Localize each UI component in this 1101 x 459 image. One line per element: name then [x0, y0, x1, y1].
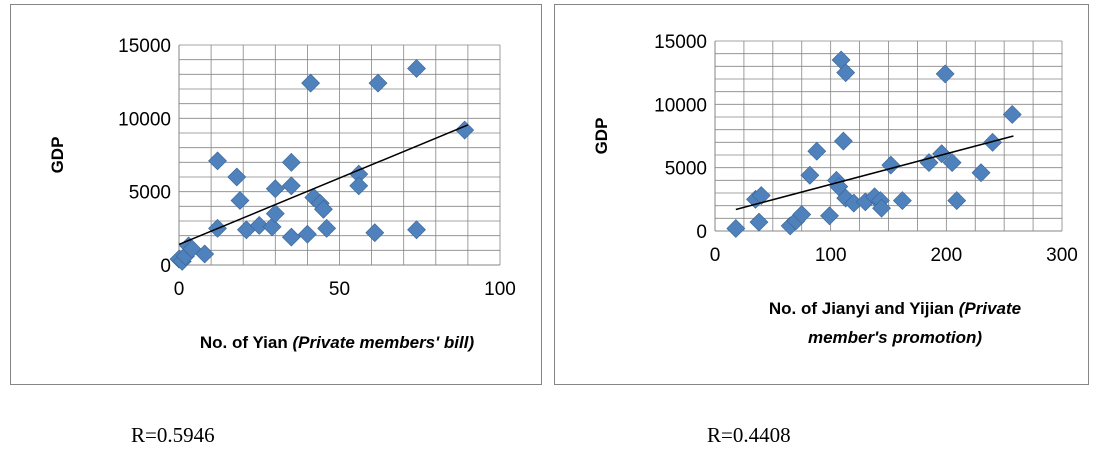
- data-point-marker: [749, 212, 769, 232]
- data-point-marker: [365, 223, 385, 243]
- trendline: [735, 135, 1014, 211]
- data-point-marker: [407, 59, 426, 78]
- data-point-marker: [407, 220, 426, 240]
- data-point-marker: [726, 219, 746, 238]
- x-tick-label: 300: [1046, 245, 1078, 266]
- data-point-marker: [195, 244, 215, 264]
- data-point-marker: [1002, 105, 1022, 124]
- data-point-marker: [281, 227, 301, 247]
- x-tick-label: 100: [484, 279, 516, 300]
- data-point-marker: [297, 224, 317, 244]
- data-point-marker: [807, 141, 827, 161]
- data-point-marker: [947, 191, 967, 211]
- data-point-marker: [455, 120, 475, 140]
- y-tick-label: 10000: [118, 109, 171, 130]
- x-tick-label: 100: [815, 245, 847, 266]
- x-axis-label-line1: No. of Jianyi and Yijian (Private: [769, 299, 1021, 318]
- data-point-marker: [892, 191, 912, 211]
- data-point-marker: [368, 73, 388, 93]
- data-point-marker: [262, 217, 282, 237]
- data-point-marker: [281, 176, 301, 196]
- data-point-marker: [208, 151, 227, 171]
- data-point-marker: [227, 167, 247, 187]
- y-tick-label: 5000: [129, 183, 171, 204]
- y-tick-label: 10000: [654, 95, 707, 116]
- x-axis-label-line2: member's promotion): [808, 328, 982, 347]
- data-point-marker: [265, 204, 285, 224]
- data-point-marker: [317, 218, 337, 238]
- y-tick-label: 15000: [118, 36, 171, 57]
- data-point-marker: [800, 165, 820, 185]
- data-point-marker: [230, 191, 250, 210]
- left-scatter-chart: 0 5000 10000 15000 0 50 100 GDP No. of Yian (Pri…: [48, 36, 516, 352]
- data-point-marker: [349, 176, 369, 196]
- trendline: [178, 124, 469, 246]
- y-tick-label: 0: [160, 256, 171, 277]
- y-axis-label: GDP: [48, 137, 67, 174]
- data-point-marker: [881, 155, 901, 175]
- data-point-marker: [301, 73, 321, 93]
- x-tick-label: 0: [174, 279, 185, 300]
- data-point-marker: [820, 206, 839, 226]
- left-correlation-caption: R=0.5946: [131, 423, 215, 447]
- data-point-marker: [872, 198, 891, 218]
- right-scatter-chart: 0 5000 10000 15000 0 100 200 300 GDP No. of Jiany…: [592, 32, 1078, 347]
- x-axis-label: No. of Yian (Private members' bill): [200, 333, 475, 352]
- data-point-marker: [265, 179, 285, 199]
- y-axis-label: GDP: [592, 118, 611, 155]
- data-point-marker: [983, 132, 1003, 152]
- left-chart-panel: 0 5000 10000 15000 0 50 100 GDP No. of Yian (Pri…: [10, 4, 542, 385]
- x-tick-label: 200: [930, 245, 962, 266]
- data-point-marker: [833, 131, 853, 151]
- x-tick-label: 0: [710, 245, 721, 266]
- y-tick-label: 15000: [654, 32, 707, 53]
- data-point-marker: [932, 144, 952, 164]
- right-chart-panel: 0 5000 10000 15000 0 100 200 300 GDP No. of Jiany…: [554, 4, 1089, 385]
- data-point-marker: [971, 163, 991, 183]
- data-point-marker: [751, 186, 771, 205]
- x-tick-label: 50: [329, 279, 350, 300]
- data-point-marker: [281, 152, 301, 172]
- data-point-marker: [836, 63, 856, 83]
- data-point-marker: [942, 153, 962, 173]
- data-point-marker: [314, 199, 333, 219]
- y-tick-label: 5000: [665, 159, 707, 180]
- data-point-marker: [935, 64, 955, 84]
- data-point-marker: [249, 215, 269, 235]
- right-correlation-caption: R=0.4408: [707, 423, 791, 447]
- data-point-marker: [792, 205, 812, 224]
- y-tick-label: 0: [696, 222, 707, 243]
